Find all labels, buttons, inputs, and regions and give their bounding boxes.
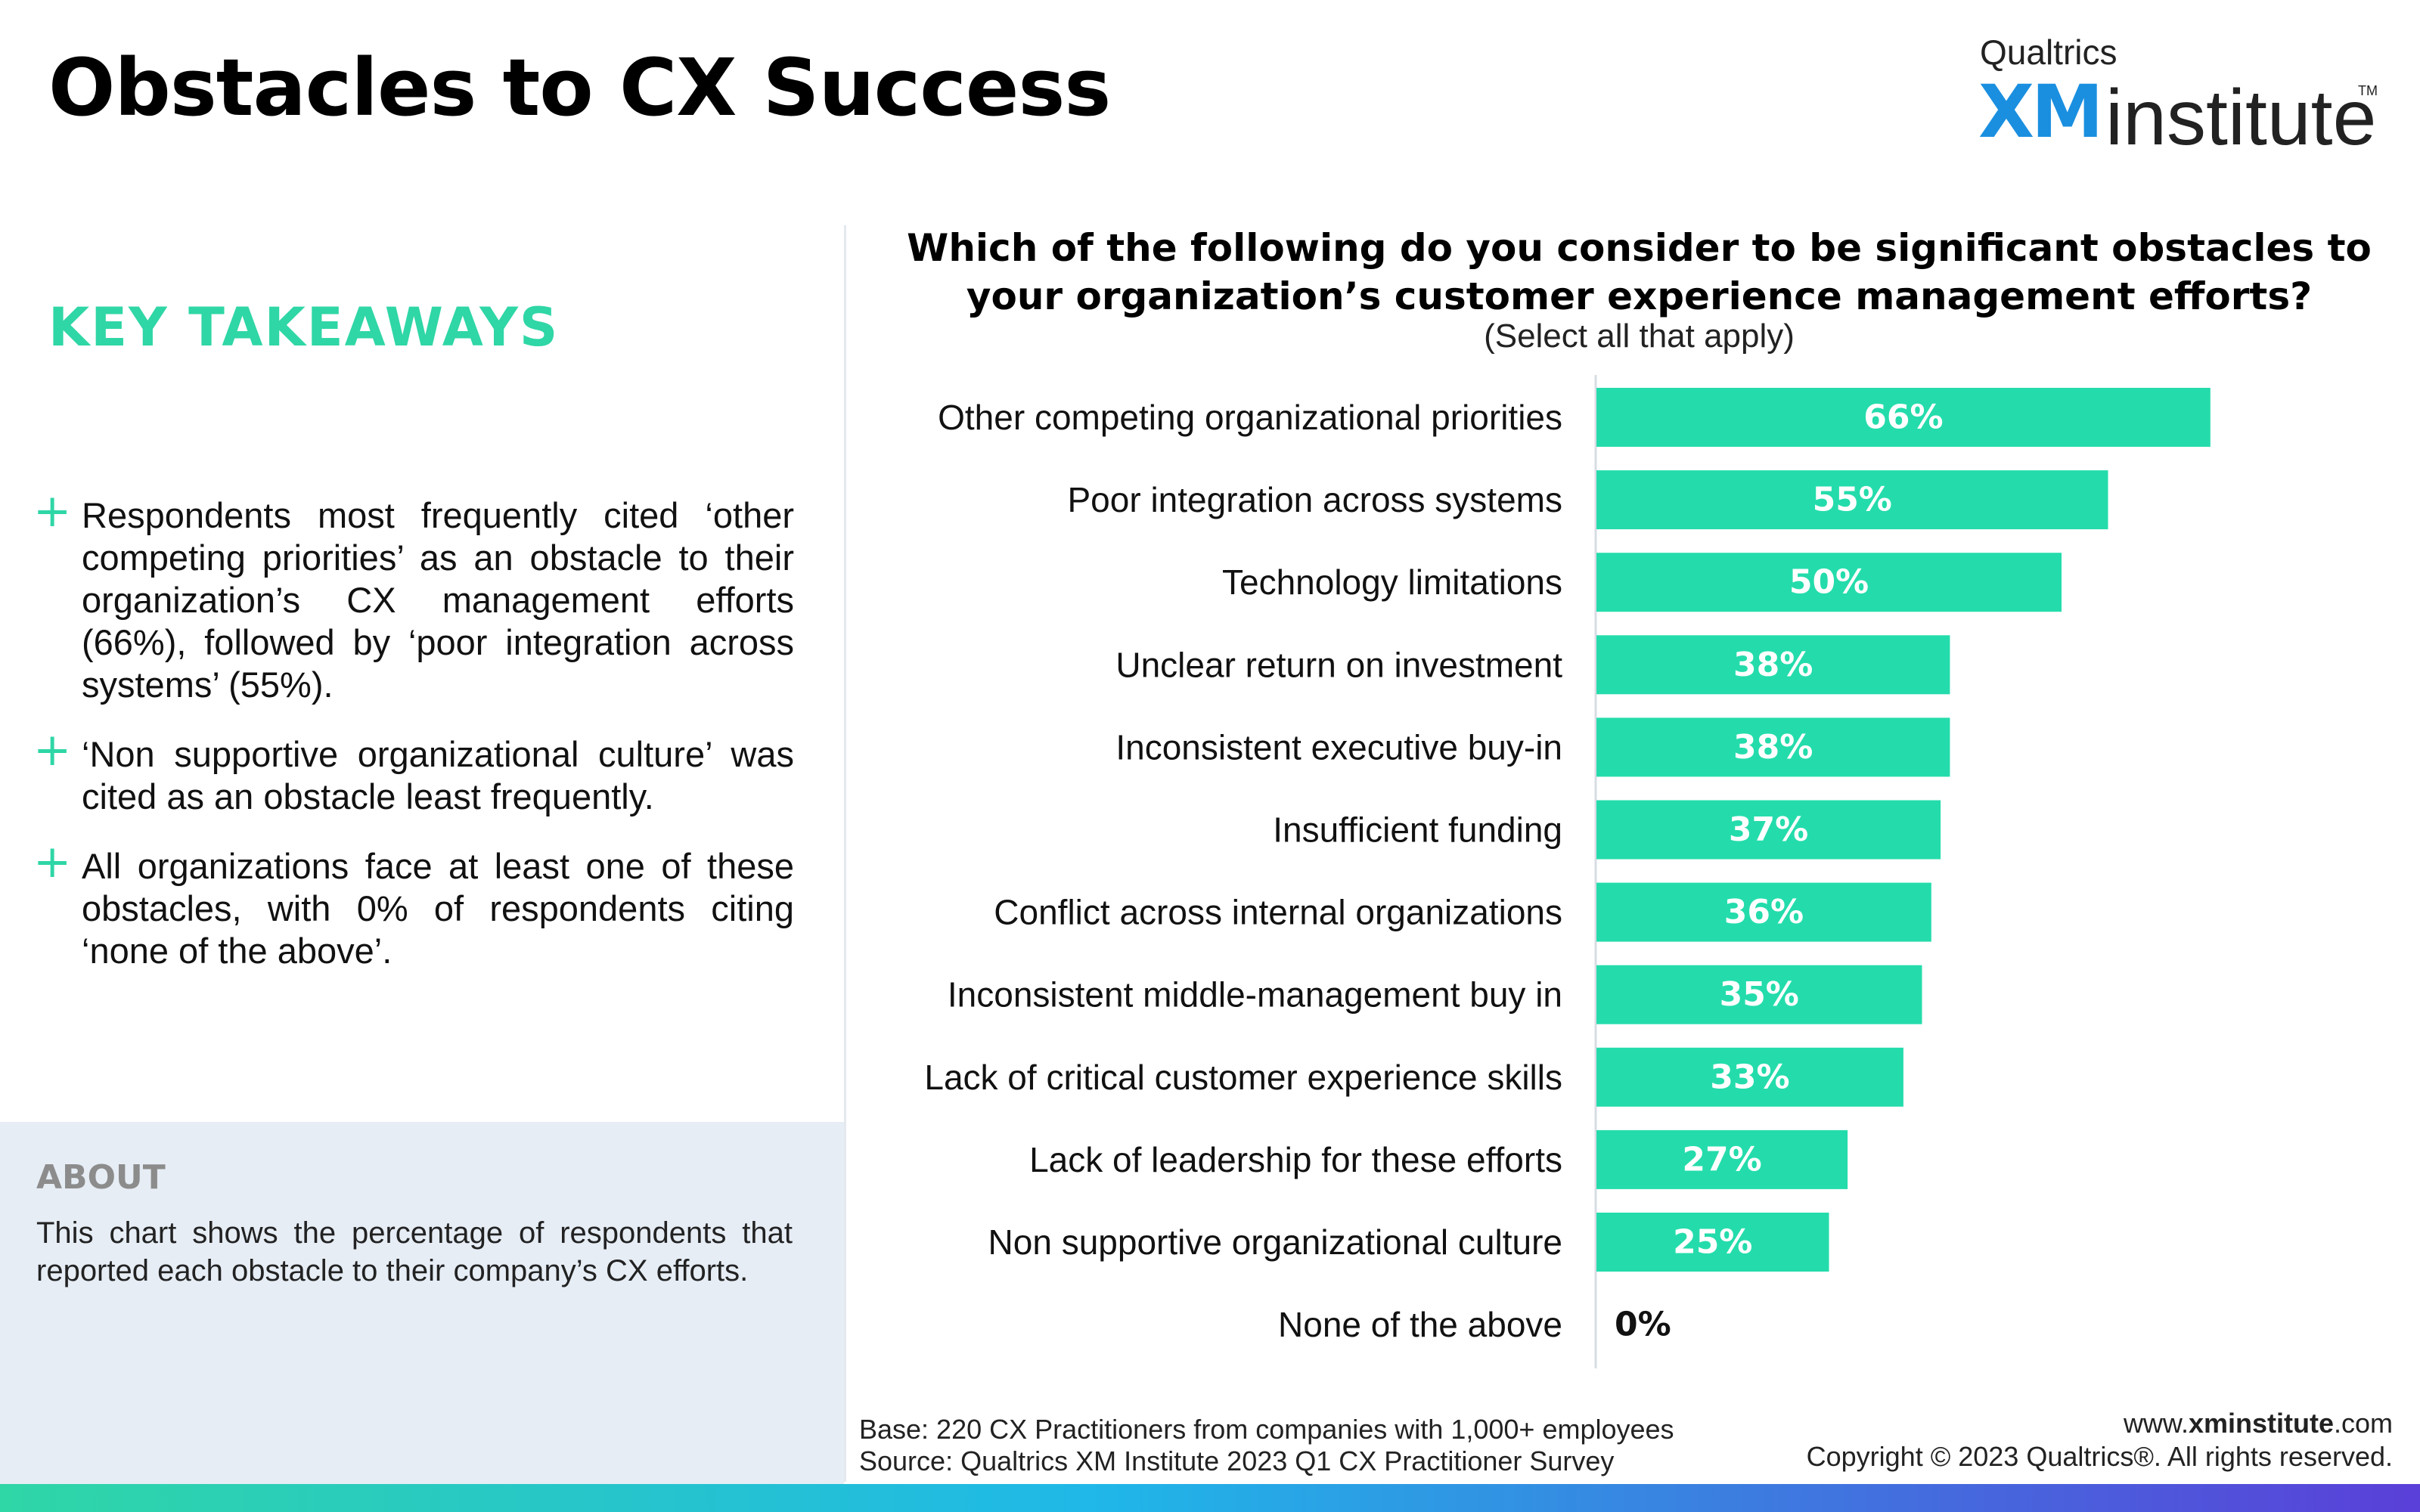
bar (1596, 800, 1941, 860)
about-heading: ABOUT (36, 1158, 166, 1197)
category-label: Poor integration across systems (1068, 480, 1563, 519)
value-label: 25% (1673, 1223, 1752, 1262)
bar (1596, 965, 1922, 1024)
bar (1596, 470, 2108, 530)
bar (1596, 1213, 1829, 1272)
takeaway-text: All organizations face at least one of t… (82, 846, 794, 971)
takeaway-item: + Respondents most frequently cited ‘oth… (33, 488, 794, 706)
gradient-bar (0, 1484, 2420, 1512)
value-label: 0% (1615, 1306, 1671, 1344)
category-label: Conflict across internal organizations (994, 893, 1562, 932)
bar (1596, 882, 1931, 942)
category-label: Technology limitations (1222, 562, 1562, 602)
category-label: Inconsistent executive buy-in (1115, 727, 1562, 767)
takeaways-list: + Respondents most frequently cited ‘oth… (33, 488, 794, 999)
page-title: Obstacles to CX Success (48, 42, 1111, 134)
value-label: 36% (1724, 893, 1804, 931)
value-label: 33% (1710, 1058, 1789, 1096)
category-label: Inconsistent middle-management buy in (948, 975, 1562, 1015)
value-label: 50% (1789, 563, 1869, 602)
footer-url: www.xminstitute.com (2124, 1408, 2393, 1439)
value-label: 55% (1813, 481, 1892, 519)
takeaway-text: ‘Non supportive organizational culture’ … (82, 734, 794, 816)
plus-icon: + (33, 723, 72, 776)
category-label: None of the above (1278, 1305, 1562, 1344)
chart-title: Which of the following do you consider t… (907, 226, 2372, 318)
plus-icon: + (33, 485, 72, 538)
footer-url-suffix: .com (2333, 1408, 2393, 1439)
bar (1596, 717, 1950, 777)
bar (1596, 388, 2211, 447)
footer-source-note: Source: Qualtrics XM Institute 2023 Q1 C… (859, 1445, 1615, 1476)
takeaway-item: + All organizations face at least one of… (33, 839, 794, 972)
takeaway-text: Respondents most frequently cited ‘other… (82, 495, 794, 705)
footer-url-bold: xminstitute (2188, 1408, 2334, 1439)
value-label: 66% (1863, 398, 1943, 437)
footer-base-note: Base: 220 CX Practitioners from companie… (859, 1414, 1674, 1445)
value-label: 38% (1733, 728, 1813, 767)
category-label: Lack of critical customer experience ski… (924, 1058, 1562, 1097)
footer-url-prefix: www. (2123, 1408, 2189, 1439)
about-panel: ABOUT This chart shows the percentage of… (0, 1122, 844, 1485)
plus-icon: + (33, 835, 72, 888)
value-label: 27% (1682, 1140, 1761, 1179)
category-label: Lack of leadership for these efforts (1029, 1140, 1562, 1179)
key-takeaways-heading: KEY TAKEAWAYS (48, 296, 560, 358)
value-label: 35% (1720, 975, 1799, 1014)
footer-copyright: Copyright © 2023 Qualtrics®. All rights … (1806, 1441, 2393, 1472)
category-label: Non supportive organizational culture (988, 1222, 1562, 1262)
value-label: 38% (1733, 646, 1813, 684)
bar (1596, 1129, 1848, 1189)
bar (1596, 1047, 1903, 1107)
category-label: Other competing organizational prioritie… (938, 398, 1562, 437)
logo-institute-text: institute (2105, 74, 2377, 162)
column-divider (844, 225, 846, 1482)
bar (1596, 553, 2062, 612)
logo-xm-text: XM (1978, 70, 2104, 154)
logo-trademark: TM (2358, 83, 2378, 98)
xm-institute-logo: Qualtrics XM institute TM (1978, 32, 2378, 157)
category-label: Unclear return on investment (1115, 645, 1562, 684)
value-label: 37% (1729, 810, 1808, 849)
logo-qualtrics-text: Qualtrics (1980, 33, 2118, 72)
bar (1596, 635, 1950, 695)
about-text: This chart shows the percentage of respo… (36, 1216, 793, 1287)
chart-subtitle: (Select all that apply) (1484, 318, 1795, 355)
takeaway-item: + ‘Non supportive organizational culture… (33, 727, 794, 818)
category-label: Insufficient funding (1273, 810, 1562, 850)
